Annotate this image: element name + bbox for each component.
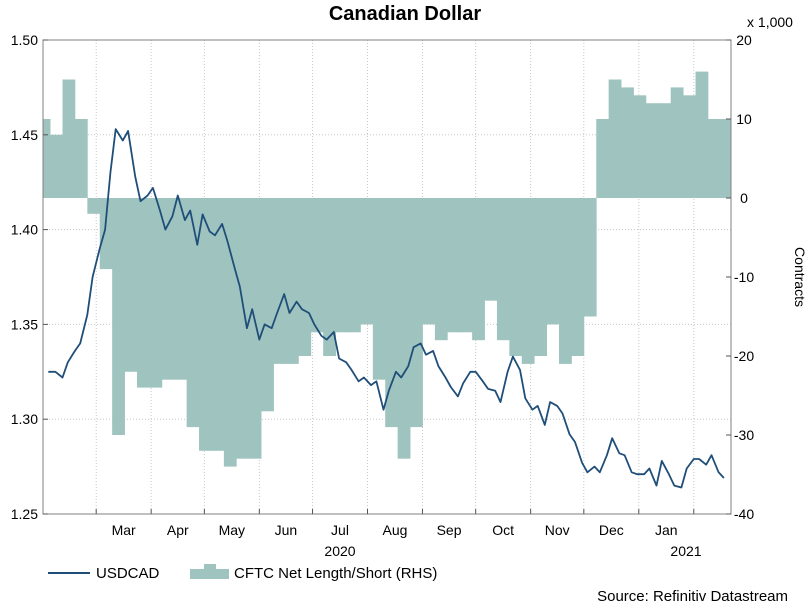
cftc-bar [608, 79, 622, 198]
right-tick-label: -20 [734, 348, 754, 364]
cftc-bar [273, 198, 287, 364]
cftc-bar [310, 198, 324, 333]
right-axis-label: Contracts [792, 247, 808, 307]
right-tick-label: -40 [734, 506, 754, 522]
right-axis: -40 -30 -20 -10 0 10 20 [726, 32, 754, 522]
cftc-bar [74, 119, 88, 198]
cftc-bar [397, 198, 411, 459]
cftc-bar [683, 95, 696, 198]
left-tick-label: 1.25 [11, 506, 38, 522]
year-label-2021: 2021 [670, 543, 701, 559]
x-tick-label: Jul [331, 522, 349, 538]
right-tick-label: -10 [734, 269, 754, 285]
cftc-bar [695, 71, 709, 198]
cftc-bar [496, 198, 510, 341]
right-tick-label: 10 [736, 111, 752, 127]
cftc-bar [459, 198, 473, 333]
cftc-bar [43, 119, 51, 198]
cftc-bar [670, 87, 684, 198]
right-tick-label: 0 [740, 190, 748, 206]
cftc-bar [484, 198, 498, 301]
cftc-bar [596, 119, 610, 198]
cftc-bar [136, 198, 150, 388]
cftc-area-series [43, 71, 732, 467]
x-tick-label: Nov [545, 522, 570, 538]
legend-cftc-swatch [190, 564, 229, 579]
legend: USDCAD CFTC Net Length/Short (RHS) [48, 564, 437, 582]
cftc-bar [335, 198, 349, 333]
cftc-bar [211, 198, 225, 451]
cftc-bar [360, 198, 374, 325]
cftc-bar [372, 198, 386, 380]
cftc-bar [658, 103, 672, 198]
left-tick-label: 1.30 [11, 411, 38, 427]
left-tick-label: 1.40 [11, 222, 38, 238]
cftc-bar [62, 79, 76, 198]
x-tick-label: Jun [275, 522, 298, 538]
cftc-bar [534, 198, 547, 356]
cftc-bar [248, 198, 262, 459]
cftc-bar [410, 198, 423, 428]
left-axis: 1.25 1.30 1.35 1.40 1.45 1.50 [11, 32, 48, 522]
cftc-bar [385, 198, 399, 428]
cftc-bar [472, 198, 485, 341]
cftc-bar [707, 119, 721, 198]
right-axis-unit: x 1,000 [747, 14, 793, 30]
right-tick-label: 20 [736, 32, 752, 48]
legend-usdcad-label: USDCAD [96, 565, 160, 582]
x-tick-label: Dec [599, 522, 624, 538]
cftc-bar [422, 198, 436, 325]
right-tick-label: -30 [734, 427, 754, 443]
cftc-bar [174, 198, 188, 380]
left-tick-label: 1.50 [11, 32, 38, 48]
x-axis: Mar Apr May Jun Jul Aug Sep Oct Nov Dec Jan [95, 509, 695, 538]
cftc-bar [199, 198, 212, 451]
x-tick-label: Aug [383, 522, 408, 538]
x-tick-label: May [219, 522, 245, 538]
cftc-bar [559, 198, 572, 364]
cftc-bar [285, 198, 299, 364]
x-tick-label: Oct [492, 522, 514, 538]
left-tick-label: 1.35 [11, 316, 38, 332]
cftc-bar [621, 87, 634, 198]
cftc-bar [645, 103, 659, 198]
cftc-bar [509, 198, 523, 356]
x-tick-label: Sep [437, 522, 462, 538]
cftc-bar [447, 198, 461, 333]
cftc-bar [323, 198, 336, 356]
cftc-bar [546, 198, 560, 325]
cftc-bar [261, 198, 274, 412]
cftc-bar [521, 198, 535, 364]
cftc-bar [124, 198, 138, 372]
cftc-bar [347, 198, 361, 333]
year-label-2020: 2020 [324, 543, 355, 559]
chart-title: Canadian Dollar [329, 3, 481, 25]
cftc-bar [583, 198, 597, 317]
x-tick-label: Apr [167, 522, 189, 538]
x-tick-label: Mar [112, 522, 136, 538]
cftc-bar [112, 198, 125, 435]
cftc-bar [720, 119, 732, 198]
source-note: Source: Refinitiv Datastream [597, 588, 788, 605]
cftc-bar [50, 134, 63, 198]
cftc-bar [161, 198, 175, 380]
cftc-bar [298, 198, 312, 356]
cftc-bar [633, 95, 647, 198]
usdcad-line-series [48, 128, 725, 489]
cftc-bar [434, 198, 448, 341]
cftc-bar [186, 198, 200, 428]
cftc-bar [236, 198, 250, 459]
x-tick-label: Jan [655, 522, 678, 538]
legend-cftc-label: CFTC Net Length/Short (RHS) [234, 565, 437, 582]
cftc-bar [99, 198, 113, 270]
cftc-bar [87, 198, 101, 214]
left-tick-label: 1.45 [11, 127, 38, 143]
cftc-bar [571, 198, 585, 356]
usdcad-line [48, 128, 725, 489]
cftc-bar [149, 198, 163, 388]
